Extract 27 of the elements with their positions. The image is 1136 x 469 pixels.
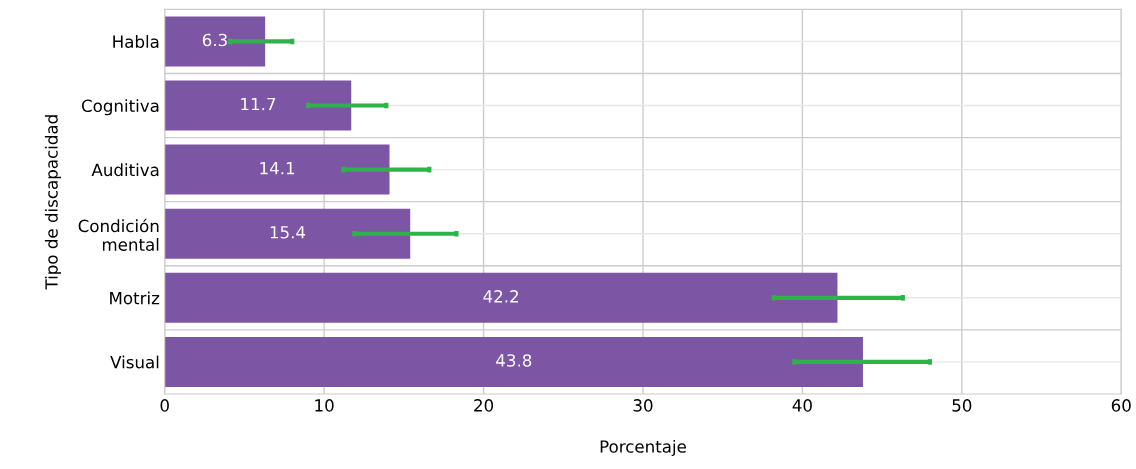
y-tick-label: Condición mental [78, 218, 159, 251]
x-tick-label: 10 [315, 399, 334, 412]
y-tick-label: Motriz [110, 291, 160, 305]
y-axis-title: Tipo de discapacidad [44, 115, 62, 290]
y-tick-label: Cognitiva [81, 99, 159, 116]
x-tick-label: 0 [160, 399, 169, 412]
data-label: 11.7 [241, 97, 276, 111]
bar [164, 144, 390, 195]
bar [164, 16, 266, 67]
y-tick-label: Visual [110, 355, 159, 369]
y-tick-label: Habla [113, 35, 159, 48]
data-label: 6.3 [202, 33, 227, 47]
x-axis-title: Porcentaje [600, 439, 686, 457]
y-tick-label: Auditiva [91, 163, 159, 177]
x-tick-label: 60 [1111, 399, 1131, 412]
x-tick-label: 50 [952, 399, 972, 412]
bar [164, 80, 352, 131]
x-tick-label: 30 [633, 399, 653, 412]
x-tick-label: 40 [792, 399, 812, 412]
bar [164, 336, 863, 387]
data-label: 15.4 [270, 226, 306, 239]
data-label: 43.8 [496, 354, 532, 367]
data-label: 14.1 [260, 162, 295, 175]
x-tick-label: 20 [474, 399, 494, 412]
data-label: 42.2 [483, 290, 518, 303]
bar [164, 272, 838, 323]
bar [164, 208, 411, 259]
